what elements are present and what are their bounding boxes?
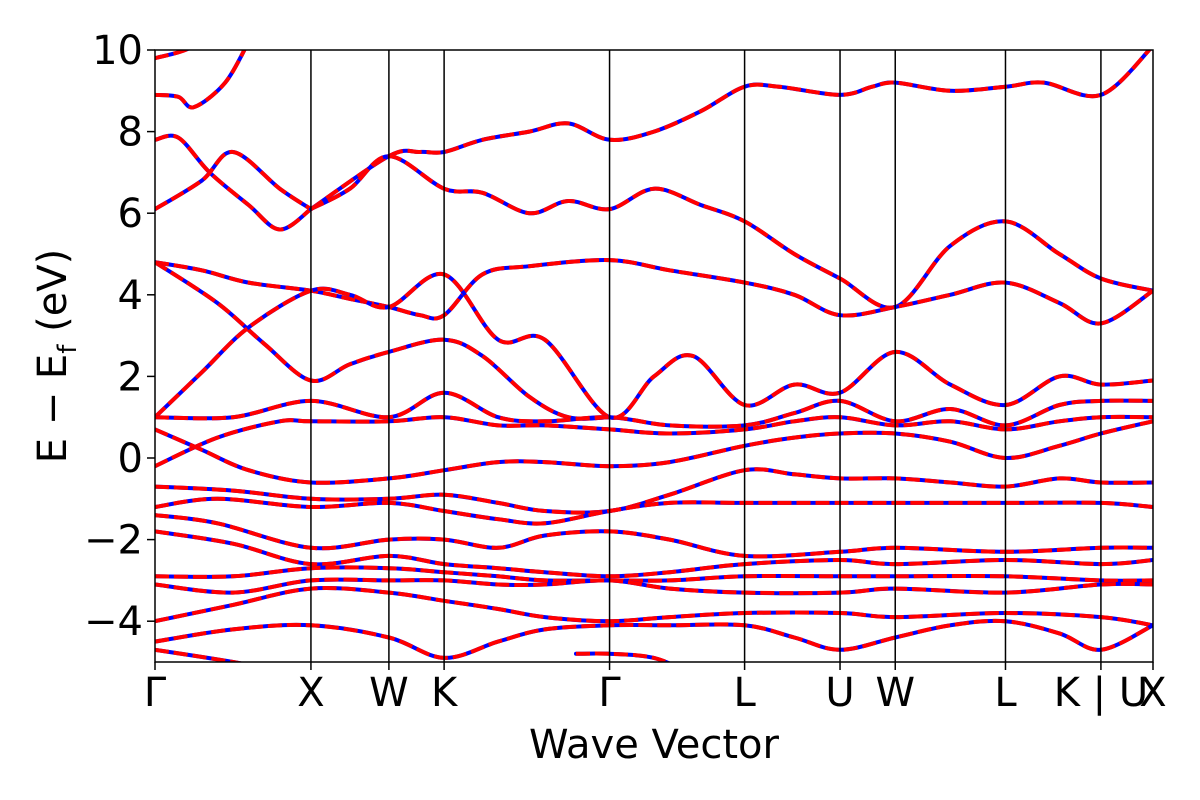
x-tick-label: X	[297, 670, 324, 716]
x-tick-label: Γ	[598, 670, 621, 716]
x-tick-label: U	[825, 670, 854, 716]
y-tick-label: −2	[84, 518, 143, 564]
x-tick-label: X	[1139, 670, 1166, 716]
band-15-dash-line	[155, 496, 1153, 526]
band-2-dash-line	[155, 50, 191, 61]
band-10-dash-line	[155, 271, 1153, 420]
band-17-dash-line	[155, 529, 1153, 579]
band-4	[155, 133, 313, 232]
band-23-base-line	[574, 651, 672, 662]
band-4-dash-line	[155, 133, 313, 232]
y-axis-title-unit: (eV)	[30, 249, 76, 345]
band-15	[155, 496, 1153, 526]
band-16	[155, 513, 1153, 559]
y-tick-label: −4	[84, 599, 143, 645]
x-tick-label: K | U	[1054, 670, 1148, 716]
y-tick-label: 4	[118, 273, 143, 319]
y-axis-ticks: −4 −2 0 2 4 6 8 10	[84, 28, 155, 645]
band-16-dash-line	[155, 513, 1153, 559]
x-tick-label: Γ	[144, 670, 167, 716]
x-tick-label: L	[994, 670, 1017, 716]
y-axis-title-main: E − E	[30, 354, 76, 464]
band-19	[155, 577, 1153, 596]
band-23	[574, 651, 672, 662]
band-17	[155, 529, 1153, 579]
band-20-dash-line	[155, 586, 1153, 628]
band-10	[155, 271, 1153, 420]
x-tick-label: W	[369, 670, 409, 716]
x-tick-label: W	[875, 670, 915, 716]
band-3-dash-line	[155, 50, 247, 110]
band-20	[155, 586, 1153, 628]
band-19-dash-line	[155, 577, 1153, 596]
high-symmetry-lines	[310, 50, 1102, 662]
y-tick-label: 8	[118, 110, 143, 156]
x-axis-title: Wave Vector	[529, 722, 780, 768]
y-tick-label: 2	[118, 354, 143, 400]
y-tick-label: 6	[118, 191, 143, 237]
y-tick-label: 10	[92, 28, 143, 74]
plot-frame	[154, 49, 1154, 663]
x-tick-label: L	[733, 670, 756, 716]
band-5-dash-line	[155, 150, 312, 211]
band-2	[155, 50, 191, 61]
x-tick-label: K	[431, 670, 459, 716]
y-axis-title: E − Ef (eV)	[30, 249, 83, 464]
band-5	[155, 150, 313, 212]
y-axis-title-subscript: f	[53, 344, 83, 354]
band-3	[155, 50, 247, 110]
band-6-dash-line	[309, 50, 1152, 211]
y-tick-label: 0	[118, 436, 143, 482]
